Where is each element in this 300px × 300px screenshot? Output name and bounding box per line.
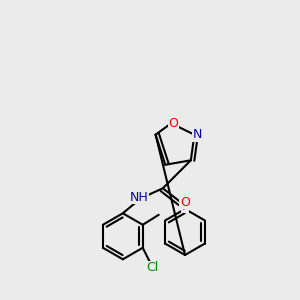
Text: N: N bbox=[193, 128, 202, 141]
Text: O: O bbox=[168, 117, 178, 130]
Text: F: F bbox=[182, 200, 189, 212]
Text: O: O bbox=[180, 196, 190, 209]
Text: NH: NH bbox=[130, 191, 148, 204]
Text: Cl: Cl bbox=[147, 261, 159, 274]
